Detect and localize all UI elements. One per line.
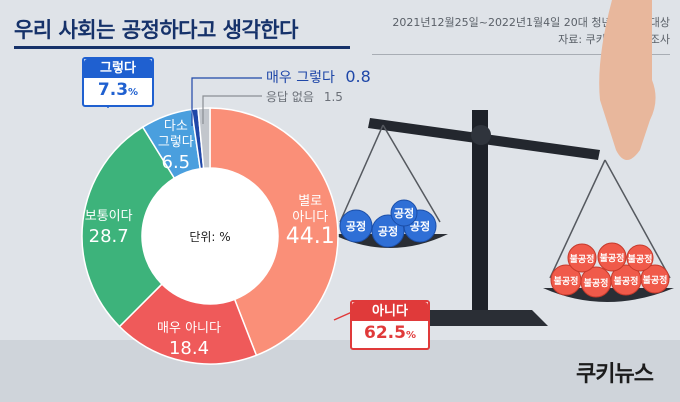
unfair-ball-label: 불공정 [600,252,625,264]
kuki-news-logo: 쿠키뉴스 [576,362,654,387]
unfair-ball-label: 불공정 [628,253,653,265]
disagree-callout-value: 62.5% [352,321,428,348]
disagree-callout: 아니다 62.5% [350,300,430,350]
hand-illustration [599,0,656,160]
unfair-ball [640,264,670,294]
unfair-ball-label: 불공정 [584,277,609,289]
leader-line-no-answer [202,95,262,124]
fair-ball-label: 공정 [378,224,398,238]
right-string-2 [604,159,671,279]
survey-period: 2021년12월25일~2022년1월4일 20대 청년 261명 대상 [392,16,670,29]
slice-label-0: 별로 아니다 44.1 [286,194,335,249]
left-string-2 [382,124,441,223]
center-label: 단위: % [189,230,230,244]
info-divider [372,54,670,55]
scale-pivot [471,125,491,145]
label-no-answer: 응답 없음 1.5 [266,90,343,104]
label-strongly-agree: 매우 그렇다 0.8 [266,67,371,86]
leader-line-strongly-agree [191,77,262,126]
right-string-1 [549,159,606,279]
unfair-ball [567,243,597,273]
disagree-callout-label: 아니다 [352,302,428,321]
page-title: 우리 사회는 공정하다고 생각한다 [14,18,298,42]
agree-callout-label: 그렇다 [84,59,152,78]
unfair-ball-label: 불공정 [554,275,579,287]
unfair-ball-label: 불공정 [614,275,639,287]
fair-ball [390,199,418,227]
fair-ball-label: 공정 [410,219,430,233]
unfair-ball-label: 불공정 [570,253,595,265]
callout-connector-disagree [333,311,353,321]
slice-label-2: 보통이다 28.7 [85,209,133,247]
left-string-1 [339,124,384,223]
disagree-value-number: 62.5 [364,323,406,343]
unfair-ball-label: 불공정 [643,274,668,286]
agree-callout-value: 7.3% [84,78,152,105]
agree-value-number: 7.3 [97,80,129,100]
donut-hole [142,168,278,304]
unfair-ball [597,242,627,272]
unfair-ball [626,244,654,272]
fair-ball-label: 공정 [394,206,414,220]
fair-ball-label: 공정 [346,219,366,233]
agree-callout: 그렇다 7.3% [82,57,154,107]
title-underline [14,46,350,49]
agree-value-unit: % [128,87,139,98]
scale-pole [472,110,488,310]
fair-ball [339,209,373,243]
disagree-value-unit: % [405,330,416,341]
slice-0 [209,107,339,357]
slice-label-1: 매우 아니다 18.4 [157,321,221,359]
background-bottom [0,340,680,402]
slice-label-3: 다소 그렇다 6.5 [158,119,194,173]
scale-base [414,310,548,326]
